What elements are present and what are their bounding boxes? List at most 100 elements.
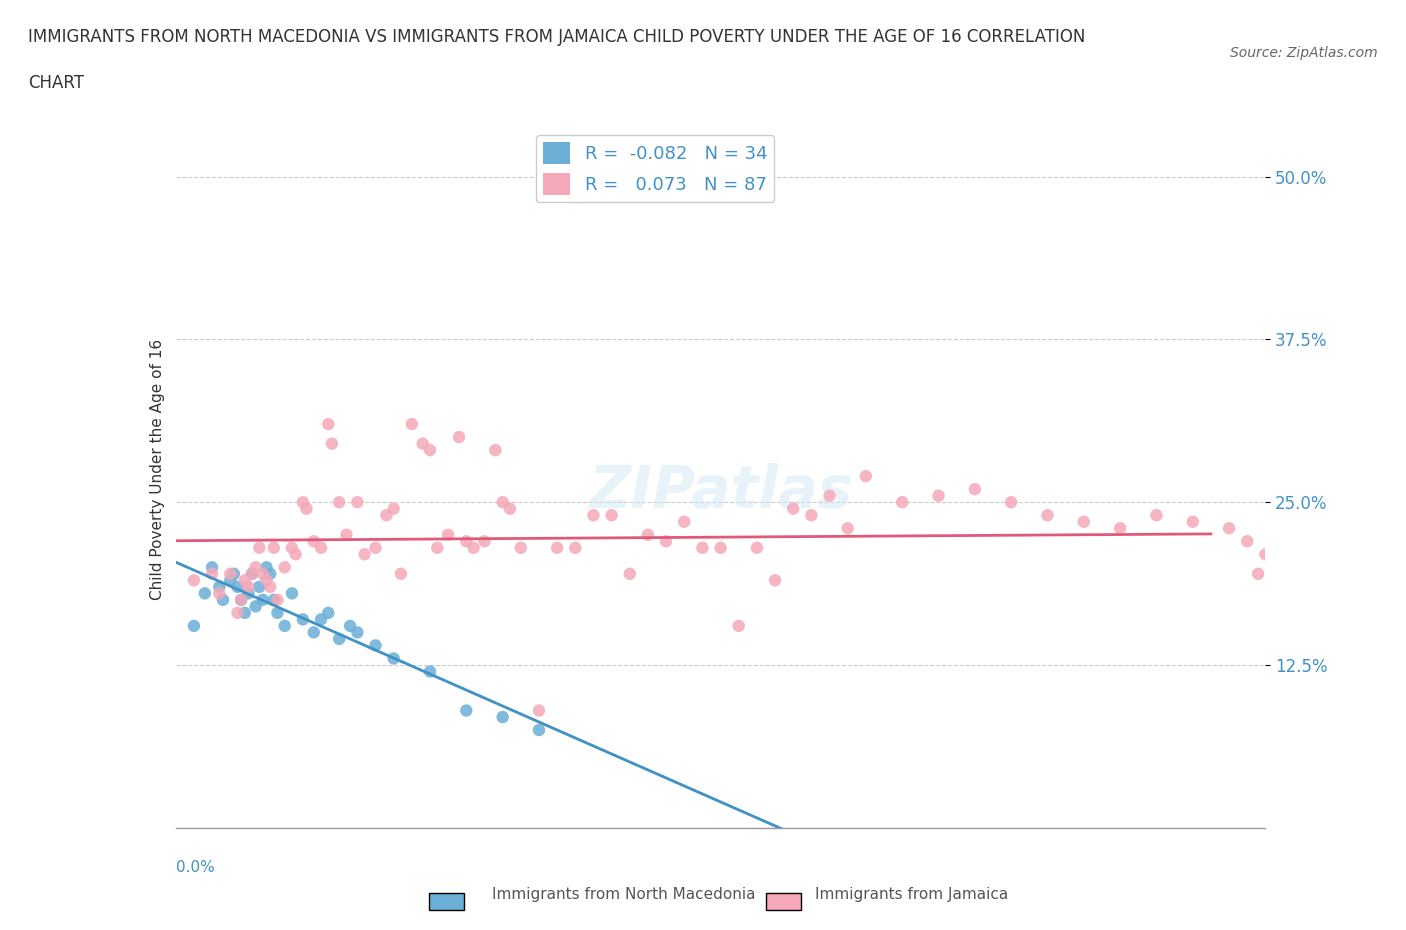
Point [1346,560,1368,575]
Point [1109,521,1132,536]
Point [474,534,496,549]
Point [463,540,485,555]
Point [527,703,550,718]
Point [692,540,714,555]
Point [302,625,325,640]
Point [194,586,217,601]
Point [281,586,304,601]
Text: IMMIGRANTS FROM NORTH MACEDONIA VS IMMIGRANTS FROM JAMAICA CHILD POVERTY UNDER T: IMMIGRANTS FROM NORTH MACEDONIA VS IMMIG… [28,28,1085,46]
Point [281,540,304,555]
Point [456,703,478,718]
Point [284,547,307,562]
Point [274,618,297,633]
Point [456,534,478,549]
Point [233,605,256,620]
Point [710,540,733,555]
Point [928,488,950,503]
Point [274,560,297,575]
Point [1236,534,1258,549]
Point [252,566,274,581]
Point [318,417,340,432]
Point [800,508,823,523]
Text: Immigrants from Jamaica: Immigrants from Jamaica [815,887,1008,902]
Point [637,527,659,542]
Point [226,605,249,620]
Point [247,540,270,555]
Point [245,599,267,614]
Point [183,573,205,588]
Text: Immigrants from North Macedonia: Immigrants from North Macedonia [492,887,755,902]
Point [231,592,253,607]
Point [963,482,986,497]
Point [219,566,242,581]
Point [201,566,224,581]
Point [745,540,768,555]
Point [837,521,859,536]
Point [247,579,270,594]
Point [619,566,641,581]
Point [321,436,343,451]
Point [208,579,231,594]
Point [259,566,281,581]
Point [256,560,278,575]
Point [1327,527,1350,542]
Point [401,417,423,432]
Point [346,495,368,510]
Point [259,579,281,594]
Point [1399,560,1406,575]
Point [256,573,278,588]
Point [782,501,804,516]
Point [208,586,231,601]
Point [492,495,515,510]
Point [291,495,314,510]
Point [855,469,877,484]
Point [419,443,441,458]
Point [238,586,260,601]
Point [231,592,253,607]
Point [364,540,387,555]
Point [763,573,786,588]
Point [295,501,318,516]
Point [437,527,460,542]
Point [600,508,623,523]
Point [219,573,242,588]
Point [419,664,441,679]
Point [564,540,586,555]
Point [1181,514,1204,529]
Point [183,618,205,633]
Point [318,605,340,620]
Point [240,566,263,581]
Y-axis label: Child Poverty Under the Age of 16: Child Poverty Under the Age of 16 [149,339,165,600]
Point [382,501,405,516]
Point [655,534,678,549]
Text: 0.0%: 0.0% [176,860,215,875]
Point [263,592,285,607]
Point [818,488,841,503]
Point [1254,547,1277,562]
Point [328,631,350,646]
Point [1218,521,1240,536]
Point [1261,540,1284,555]
Point [245,560,267,575]
Point [492,710,515,724]
Point [302,534,325,549]
Point [375,508,398,523]
Point [447,430,470,445]
Point [240,566,263,581]
Text: ZIPatlas: ZIPatlas [588,462,853,520]
Point [226,579,249,594]
Point [1291,521,1313,536]
Point [309,612,332,627]
Point [727,618,749,633]
Point [364,638,387,653]
Point [1381,553,1403,568]
Text: CHART: CHART [28,74,84,92]
Point [1000,495,1022,510]
Point [1146,508,1168,523]
Point [233,573,256,588]
Point [1309,534,1331,549]
Point [412,436,434,451]
Point [266,592,288,607]
Point [389,566,412,581]
Point [353,547,375,562]
